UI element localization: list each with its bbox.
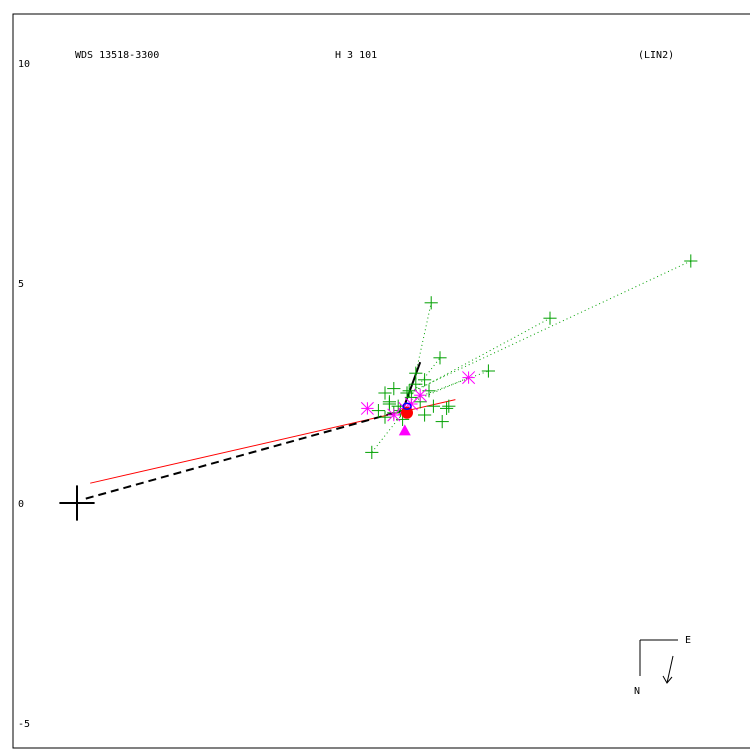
blue-ellipse-marker — [402, 402, 412, 410]
primary-star — [59, 485, 95, 521]
y-tick-label: 5 — [18, 279, 24, 290]
header-right-label: (LIN2) — [638, 50, 674, 61]
fitted-orbit-line — [90, 399, 456, 484]
observation-point — [387, 382, 401, 396]
residual-line — [417, 260, 692, 390]
special-observation-point — [360, 401, 374, 415]
residual-line — [411, 370, 489, 401]
y-tick-label: 0 — [18, 499, 24, 510]
observation-point — [433, 351, 447, 365]
observation-point — [442, 399, 456, 413]
residual-line — [371, 410, 406, 453]
y-tick-label: 10 — [18, 59, 30, 70]
motion-layer — [85, 361, 422, 500]
observation-point — [435, 415, 449, 429]
observation-point — [440, 401, 454, 415]
red-filled-marker — [401, 406, 413, 419]
recent-motion-line — [401, 361, 422, 411]
motion-dashed-line — [85, 409, 403, 500]
special-stroke-d2 — [404, 397, 418, 411]
observation-point — [371, 404, 385, 418]
special-observation-markers — [360, 371, 476, 422]
observation-point — [418, 373, 432, 387]
observation-point — [543, 311, 557, 325]
residual-lines — [371, 260, 692, 453]
observation-point — [382, 397, 396, 411]
y-tick-label: -5 — [18, 719, 30, 730]
compass-north-label: N — [634, 686, 640, 697]
special-stroke-d2 — [462, 371, 476, 385]
motion-arrow-icon — [666, 655, 674, 684]
observation-markers — [365, 254, 698, 459]
observation-point — [426, 399, 440, 413]
compass-east-label: E — [685, 635, 691, 646]
highlight-markers — [398, 402, 413, 436]
observation-point — [481, 364, 495, 378]
special-observation-point — [413, 388, 427, 402]
header-center-label: H 3 101 — [335, 50, 377, 61]
observation-point — [402, 384, 416, 398]
special-stroke-d2 — [413, 388, 427, 402]
observation-point — [424, 296, 438, 310]
observation-point — [378, 386, 392, 400]
observation-point — [418, 408, 432, 422]
residual-line — [415, 302, 432, 374]
motion-arrow-head-icon — [662, 675, 673, 684]
observation-point — [378, 410, 392, 424]
special-stroke-d2 — [360, 401, 374, 415]
triangle-marker — [398, 424, 411, 436]
observation-point — [684, 254, 698, 268]
special-observation-point — [387, 408, 401, 422]
residual-line — [415, 317, 551, 392]
observation-point — [365, 445, 379, 459]
special-observation-point — [462, 371, 476, 385]
y-tick-labels: 10 5 0 -5 — [18, 59, 30, 730]
primary-star-marker — [59, 485, 95, 521]
fitted-orbit-layer — [90, 399, 456, 484]
observation-point — [409, 366, 423, 380]
special-stroke-d2 — [387, 408, 401, 422]
header-left-label: WDS 13518-3300 — [75, 50, 159, 61]
compass: E N — [634, 635, 691, 697]
plot-frame — [12, 13, 750, 749]
